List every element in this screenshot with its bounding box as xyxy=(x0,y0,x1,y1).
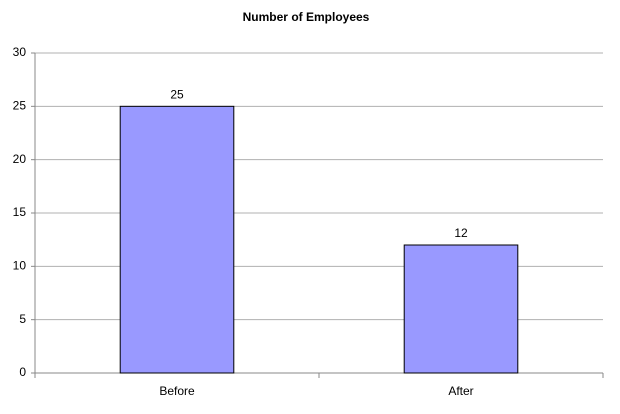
y-tick-label: 0 xyxy=(19,365,26,379)
y-tick-label: 5 xyxy=(19,312,26,326)
x-tick-label: Before xyxy=(159,384,195,398)
y-tick-label: 25 xyxy=(13,99,27,113)
x-tick-label: After xyxy=(448,384,473,398)
y-tick-label: 20 xyxy=(13,152,27,166)
y-tick-label: 30 xyxy=(13,45,27,59)
bar xyxy=(403,244,519,374)
y-tick-label: 10 xyxy=(13,259,27,273)
data-label: 25 xyxy=(170,88,184,102)
data-label: 12 xyxy=(454,226,468,240)
y-tick-label: 15 xyxy=(13,205,27,219)
chart-title: Number of Employees xyxy=(243,10,370,24)
bar xyxy=(119,105,235,374)
